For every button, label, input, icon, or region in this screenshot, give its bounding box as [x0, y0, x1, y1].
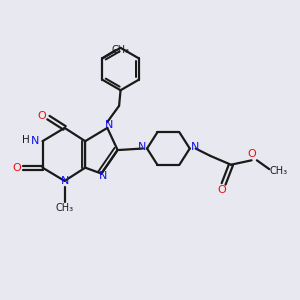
- Text: CH₃: CH₃: [269, 166, 287, 176]
- Text: N: N: [105, 120, 113, 130]
- Text: N: N: [31, 136, 39, 146]
- Text: O: O: [248, 149, 256, 159]
- Text: N: N: [191, 142, 199, 152]
- Text: O: O: [38, 111, 46, 121]
- Text: N: N: [99, 171, 107, 181]
- Text: H: H: [22, 135, 30, 145]
- Text: N: N: [61, 176, 69, 186]
- Text: CH₃: CH₃: [56, 203, 74, 213]
- Text: N: N: [138, 142, 146, 152]
- Text: CH₃: CH₃: [112, 45, 130, 55]
- Text: O: O: [217, 185, 226, 195]
- Text: O: O: [13, 163, 21, 173]
